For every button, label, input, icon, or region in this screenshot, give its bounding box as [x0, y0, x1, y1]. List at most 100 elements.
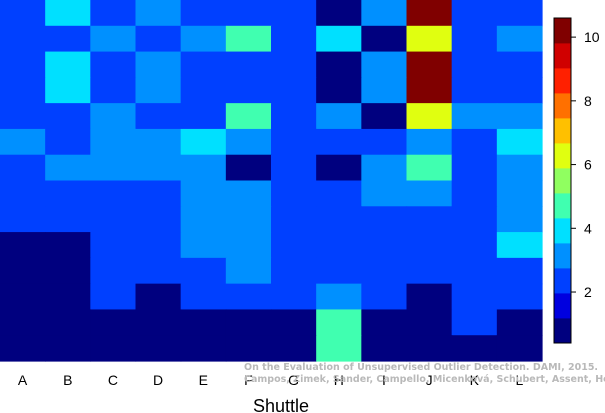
heatmap-cell-A-2: [0, 25, 46, 53]
heatmap-cell-H-4: [316, 77, 362, 104]
heatmap-cell-L-7: [496, 154, 543, 182]
heatmap-cell-D-7: [135, 154, 182, 182]
x-tick-label-D: D: [153, 372, 163, 388]
heatmap-cell-L-3: [496, 51, 543, 78]
heatmap-cell-G-13: [271, 309, 317, 336]
heatmap-cell-K-11: [451, 257, 498, 285]
heatmap-cell-E-4: [180, 77, 227, 104]
heatmap-cell-K-4: [451, 77, 498, 104]
colorbar-segment-8: [554, 143, 571, 169]
heatmap-cell-K-9: [451, 206, 498, 233]
heatmap-cell-K-12: [451, 283, 498, 311]
heatmap-cell-B-2: [45, 25, 91, 53]
heatmap-cell-L-6: [496, 128, 543, 156]
heatmap-cell-G-14: [271, 335, 317, 362]
colorbar-segment-4: [554, 243, 571, 269]
heatmap-cell-G-1: [271, 0, 317, 27]
heatmap-cell-C-7: [90, 154, 137, 182]
heatmap-cell-B-9: [45, 206, 91, 233]
heatmap-cell-E-14: [180, 335, 227, 362]
heatmap-cell-D-12: [135, 283, 182, 311]
heatmap-cell-D-3: [135, 51, 182, 78]
heatmap-cell-A-13: [0, 309, 46, 336]
heatmap-cell-G-6: [271, 128, 317, 156]
x-tick-labels: A B C D E F G H I J K L: [18, 372, 524, 388]
heatmap-cell-B-5: [45, 103, 91, 130]
heatmap-cell-J-14: [406, 335, 453, 362]
heatmap-cell-L-8: [496, 180, 543, 207]
colorbar-segment-12: [554, 43, 571, 69]
heatmap-cell-A-8: [0, 180, 46, 207]
heatmap-cell-G-12: [271, 283, 317, 311]
heatmap-cell-G-3: [271, 51, 317, 78]
heatmap-cell-F-8: [225, 180, 272, 207]
citation-line-2: Campos, Zimek, Sander, Campello, Micenko…: [244, 374, 605, 385]
heatmap-cell-J-3: [406, 51, 453, 78]
heatmap-cell-E-5: [180, 103, 227, 130]
x-tick-label-I: I: [382, 372, 386, 388]
heatmap-cell-I-7: [361, 154, 408, 182]
heatmap-cell-L-13: [496, 309, 543, 336]
heatmap-cell-A-7: [0, 154, 46, 182]
colorbar-tick-label-8: 8: [584, 93, 592, 109]
heatmap-cell-C-3: [90, 51, 137, 78]
heatmap-cell-L-11: [496, 257, 543, 285]
heatmap-cell-J-9: [406, 206, 453, 233]
x-axis-label: Shuttle: [253, 396, 309, 413]
heatmap-cell-H-6: [316, 128, 362, 156]
heatmap-cell-F-5: [225, 103, 272, 130]
colorbar-segment-10: [554, 93, 571, 119]
colorbar-segment-6: [554, 193, 571, 219]
x-tick-label-F: F: [244, 372, 253, 388]
heatmap-cell-H-13: [316, 309, 362, 336]
heatmap-cell-E-12: [180, 283, 227, 311]
heatmap-cell-L-12: [496, 283, 543, 311]
heatmap-cell-K-5: [451, 103, 498, 130]
heatmap-cell-D-8: [135, 180, 182, 207]
colorbar: [553, 17, 572, 344]
heatmap-cell-K-10: [451, 232, 498, 259]
heatmap-cell-D-2: [135, 25, 182, 53]
heatmap-cell-J-5: [406, 103, 453, 130]
heatmap-cell-A-3: [0, 51, 46, 78]
heatmap-cell-I-6: [361, 128, 408, 156]
x-tick-label-L: L: [516, 372, 524, 388]
heatmap-cell-F-11: [225, 257, 272, 285]
heatmap-cell-B-4: [45, 77, 91, 104]
heatmap-cell-B-6: [45, 128, 91, 156]
colorbar-segment-2: [554, 293, 571, 319]
heatmap-cell-K-8: [451, 180, 498, 207]
heatmap-cell-K-13: [451, 309, 498, 336]
x-tick-label-A: A: [18, 372, 28, 388]
heatmap-cell-E-3: [180, 51, 227, 78]
heatmap-cell-H-1: [316, 0, 362, 27]
heatmap-cell-D-11: [135, 257, 182, 285]
heatmap-cell-E-2: [180, 25, 227, 53]
heatmap-cell-C-1: [90, 0, 137, 27]
heatmap-cell-L-9: [496, 206, 543, 233]
heatmap-cell-F-9: [225, 206, 272, 233]
heatmap-cell-F-13: [225, 309, 272, 336]
heatmap-cell-K-6: [451, 128, 498, 156]
x-tick-label-K: K: [470, 372, 480, 388]
x-tick-label-E: E: [199, 372, 208, 388]
heatmap-cell-K-7: [451, 154, 498, 182]
colorbar-tick-label-6: 6: [584, 157, 592, 173]
heatmap-cell-J-7: [406, 154, 453, 182]
heatmap-cell-A-1: [0, 0, 46, 27]
heatmap-cell-I-11: [361, 257, 408, 285]
heatmap-cell-H-5: [316, 103, 362, 130]
heatmap-cell-D-1: [135, 0, 182, 27]
heatmap-cell-J-6: [406, 128, 453, 156]
heatmap-cell-D-4: [135, 77, 182, 104]
heatmap-cell-D-10: [135, 232, 182, 259]
heatmap-cell-J-1: [406, 0, 453, 27]
heatmap-cell-I-10: [361, 232, 408, 259]
heatmap-cell-J-4: [406, 77, 453, 104]
colorbar-segment-5: [554, 218, 571, 244]
x-tick-label-G: G: [288, 372, 299, 388]
heatmap-cell-L-4: [496, 77, 543, 104]
heatmap-cell-E-8: [180, 180, 227, 207]
heatmap-cell-H-2: [316, 25, 362, 53]
colorbar-segment-1: [554, 318, 571, 344]
